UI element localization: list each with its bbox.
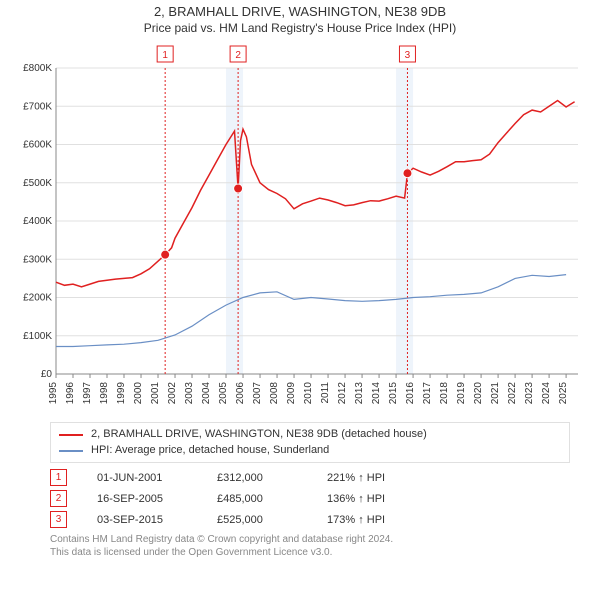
- y-tick-label: £0: [41, 369, 53, 380]
- marker-table-row: 3 03-SEP-2015 £525,000 173% ↑ HPI: [50, 509, 570, 530]
- x-tick-label: 2002: [167, 382, 178, 405]
- price-chart: £0 £100K £200K £300K £400K £500K £600K £700K £80…: [10, 40, 590, 420]
- marker-point: [161, 251, 170, 260]
- legend: 2, BRAMHALL DRIVE, WASHINGTON, NE38 9DB …: [50, 422, 570, 463]
- page-subtitle: Price paid vs. HM Land Registry's House …: [10, 21, 590, 37]
- x-tick-label: 2010: [303, 382, 314, 405]
- x-tick-label: 2006: [235, 382, 246, 405]
- x-tick-label: 2020: [473, 382, 484, 405]
- y-tick-label: £100K: [23, 331, 52, 342]
- x-tick-label: 2013: [354, 382, 365, 405]
- marker-pct: 221% ↑ HPI: [327, 472, 427, 484]
- footer-line-2: This data is licensed under the Open Gov…: [50, 547, 570, 560]
- page-title: 2, BRAMHALL DRIVE, WASHINGTON, NE38 9DB: [10, 4, 590, 21]
- x-tick-label: 2022: [507, 382, 518, 405]
- legend-label: 2, BRAMHALL DRIVE, WASHINGTON, NE38 9DB …: [91, 427, 427, 442]
- x-tick-label: 1996: [65, 382, 76, 405]
- marker-table-badge: 2: [50, 490, 67, 507]
- x-tick-label: 2023: [524, 382, 535, 405]
- x-tick-label: 2012: [337, 382, 348, 405]
- x-tick-label: 2009: [286, 382, 297, 405]
- marker-badge-number: 1: [162, 50, 168, 61]
- x-tick-label: 2001: [150, 382, 161, 405]
- marker-price: £485,000: [217, 493, 297, 505]
- marker-price: £525,000: [217, 514, 297, 526]
- y-tick-label: £500K: [23, 178, 52, 189]
- x-tick-label: 1995: [48, 382, 59, 405]
- marker-pct: 173% ↑ HPI: [327, 514, 427, 526]
- x-tick-label: 2021: [490, 382, 501, 405]
- x-tick-label: 2016: [405, 382, 416, 405]
- x-tick-label: 2025: [558, 382, 569, 405]
- x-tick-label: 2011: [320, 382, 331, 404]
- x-tick-label: 2004: [201, 382, 212, 405]
- marker-point: [403, 169, 412, 178]
- y-tick-label: £200K: [23, 293, 52, 304]
- marker-badge-number: 2: [235, 50, 241, 61]
- y-tick-label: £800K: [23, 63, 52, 74]
- y-tick-label: £700K: [23, 102, 52, 113]
- marker-date: 01-JUN-2001: [97, 472, 187, 484]
- marker-table-badge: 1: [50, 469, 67, 486]
- x-tick-label: 1998: [99, 382, 110, 405]
- marker-point: [234, 184, 243, 193]
- y-tick-label: £300K: [23, 255, 52, 266]
- legend-row: HPI: Average price, detached house, Sund…: [59, 443, 561, 458]
- legend-swatch: [59, 450, 83, 452]
- x-tick-label: 2015: [388, 382, 399, 405]
- marker-pct: 136% ↑ HPI: [327, 493, 427, 505]
- x-tick-label: 2019: [456, 382, 467, 405]
- marker-table-row: 1 01-JUN-2001 £312,000 221% ↑ HPI: [50, 467, 570, 488]
- marker-table-row: 2 16-SEP-2005 £485,000 136% ↑ HPI: [50, 488, 570, 509]
- x-tick-label: 2017: [422, 382, 433, 405]
- chart-svg: £0 £100K £200K £300K £400K £500K £600K £700K £80…: [10, 40, 590, 420]
- x-tick-label: 1999: [116, 382, 127, 405]
- marker-date: 16-SEP-2005: [97, 493, 187, 505]
- x-tick-label: 2005: [218, 382, 229, 405]
- x-tick-label: 2018: [439, 382, 450, 405]
- legend-label: HPI: Average price, detached house, Sund…: [91, 443, 329, 458]
- y-tick-label: £400K: [23, 216, 52, 227]
- marker-date: 03-SEP-2015: [97, 514, 187, 526]
- marker-price: £312,000: [217, 472, 297, 484]
- footer-attribution: Contains HM Land Registry data © Crown c…: [50, 534, 570, 559]
- x-tick-label: 2024: [541, 382, 552, 405]
- x-tick-label: 2000: [133, 382, 144, 405]
- x-tick-label: 2008: [269, 382, 280, 405]
- footer-line-1: Contains HM Land Registry data © Crown c…: [50, 534, 570, 547]
- legend-row: 2, BRAMHALL DRIVE, WASHINGTON, NE38 9DB …: [59, 427, 561, 442]
- legend-swatch: [59, 434, 83, 436]
- y-tick-label: £600K: [23, 140, 52, 151]
- marker-table: 1 01-JUN-2001 £312,000 221% ↑ HPI 2 16-SEP-20…: [50, 467, 570, 530]
- marker-table-badge: 3: [50, 511, 67, 528]
- x-tick-label: 2003: [184, 382, 195, 405]
- marker-badge-number: 3: [405, 50, 411, 61]
- x-tick-label: 2007: [252, 382, 263, 405]
- x-tick-label: 2014: [371, 382, 382, 405]
- x-tick-label: 1997: [82, 382, 93, 405]
